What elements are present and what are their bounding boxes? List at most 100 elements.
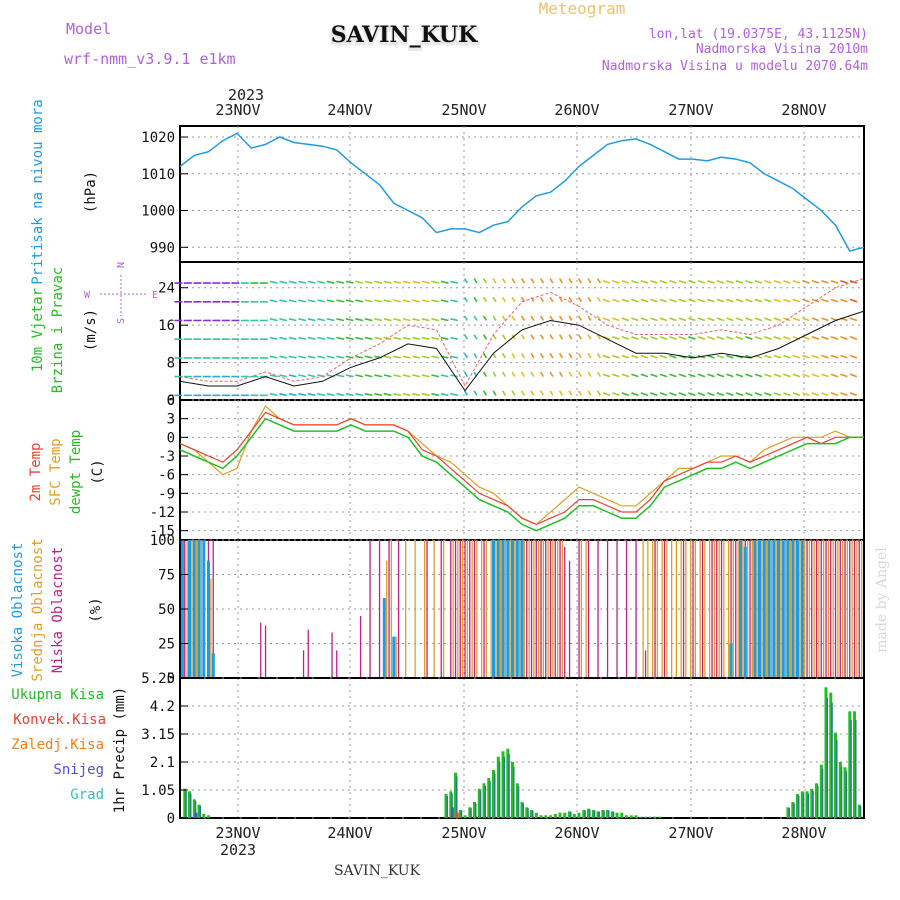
y-tick-label: -12	[150, 505, 175, 521]
wind-barb	[307, 280, 316, 284]
wind-barb	[558, 390, 564, 396]
wind-barb	[345, 299, 354, 303]
wind-barb	[307, 299, 316, 303]
wind-barb	[530, 371, 535, 378]
wind-barb	[678, 298, 687, 303]
y-tick-label: 0	[167, 393, 175, 409]
precip-bar	[634, 815, 638, 818]
precip-bar-conv	[608, 810, 610, 818]
cloud-bar	[743, 546, 747, 678]
y-tick-label: -9	[158, 486, 175, 502]
wind-barb	[697, 336, 706, 340]
precip-bar	[834, 732, 837, 818]
cloud-bar	[729, 643, 733, 678]
wind-barb	[520, 390, 526, 396]
wind-barb	[345, 374, 354, 378]
wind-barb	[764, 298, 772, 303]
wind-barb	[279, 299, 288, 303]
y-tick-label: 3	[167, 412, 175, 428]
cloud-bar	[535, 540, 537, 678]
wind-barb	[307, 392, 316, 397]
cloud-bar	[511, 540, 514, 678]
y-tick-label: 6	[167, 393, 175, 409]
wind-barb	[802, 373, 810, 378]
wind-barb	[568, 315, 573, 321]
wind-barb	[511, 371, 516, 378]
precip-bar	[487, 778, 491, 818]
wind-barb	[336, 355, 345, 359]
cloud-bar	[191, 540, 193, 678]
wind-barb	[568, 296, 573, 303]
wind-barb	[307, 374, 316, 378]
altitude-label: Nadmorska Visina 2010m	[696, 42, 868, 57]
cloud-bar	[808, 540, 810, 678]
y-tick-label: 1000	[141, 204, 175, 220]
wind-barb	[669, 298, 677, 303]
wind-barb	[659, 336, 668, 340]
cloud-bar	[853, 540, 856, 678]
y-tick-label: 0	[167, 671, 175, 687]
y-tick-label: 3.15	[141, 727, 175, 743]
wind-barb	[821, 373, 829, 378]
temp-side-label-2: SFC Temp	[48, 438, 64, 505]
wind-barb	[501, 278, 507, 284]
precip-bar	[492, 770, 495, 818]
wind-barb	[336, 299, 345, 303]
wind-barb	[473, 278, 478, 284]
wind-barb	[773, 392, 782, 397]
cloud-bar	[397, 540, 400, 678]
precip-bar-conv	[190, 793, 192, 818]
wind-barb	[631, 373, 639, 378]
cloud-bar	[666, 540, 668, 678]
wind-barb	[650, 336, 658, 340]
precip-bar	[857, 804, 861, 818]
cloud-bar	[625, 540, 628, 678]
precip-bar	[553, 814, 557, 818]
wind-barb	[520, 278, 526, 284]
wind-barb	[539, 278, 545, 284]
cloud-bar	[756, 540, 758, 678]
cloud-bar	[471, 540, 473, 678]
cloud-bar	[481, 540, 483, 678]
cloud-bar	[839, 540, 841, 678]
precip-bar-conv	[460, 810, 463, 818]
precip-panel: 0 1.05 2.1 3.15 4.2 5.25 Ukupna Kisa Konvek.K…	[11, 671, 865, 827]
wind-barb	[383, 280, 392, 284]
wind-barb	[754, 392, 763, 397]
wind-barb	[383, 374, 392, 378]
wind-barb	[326, 280, 335, 284]
wind-barb	[393, 280, 402, 284]
cloud-bar	[302, 650, 305, 678]
cloud-bar	[837, 540, 839, 678]
wind-barb	[612, 392, 620, 397]
wind-barb	[355, 374, 364, 378]
y-tick-label: 5.25	[141, 671, 175, 687]
cloud-bar	[742, 540, 744, 678]
wind-barb	[440, 299, 449, 303]
wind-barb	[621, 392, 630, 397]
cloud-bar	[369, 540, 371, 678]
y-tick-label: 0	[167, 430, 175, 446]
wind-barb	[288, 318, 297, 322]
precip-bar-conv	[508, 754, 510, 818]
wind-barb	[754, 373, 763, 378]
wind-barb	[811, 336, 820, 340]
wind-barb	[735, 298, 744, 303]
wind-barb	[678, 392, 687, 397]
precip-bar	[530, 810, 533, 818]
precip-bar	[800, 791, 804, 818]
wind-barb	[783, 298, 791, 303]
wind-barb	[587, 371, 592, 378]
cloud-bar	[500, 540, 502, 678]
wind-barb	[326, 392, 335, 397]
wind-barb	[288, 355, 297, 359]
cloud-bar	[694, 540, 696, 678]
station-title: SAVIN_KUK	[331, 24, 478, 50]
cloud-bar	[388, 540, 390, 678]
cloud-bar	[466, 540, 468, 678]
cloud-bar	[832, 540, 834, 678]
precip-bar	[629, 815, 633, 818]
cloud-bar	[794, 540, 796, 678]
precip-bar	[615, 812, 619, 818]
wind-barb	[269, 392, 278, 397]
